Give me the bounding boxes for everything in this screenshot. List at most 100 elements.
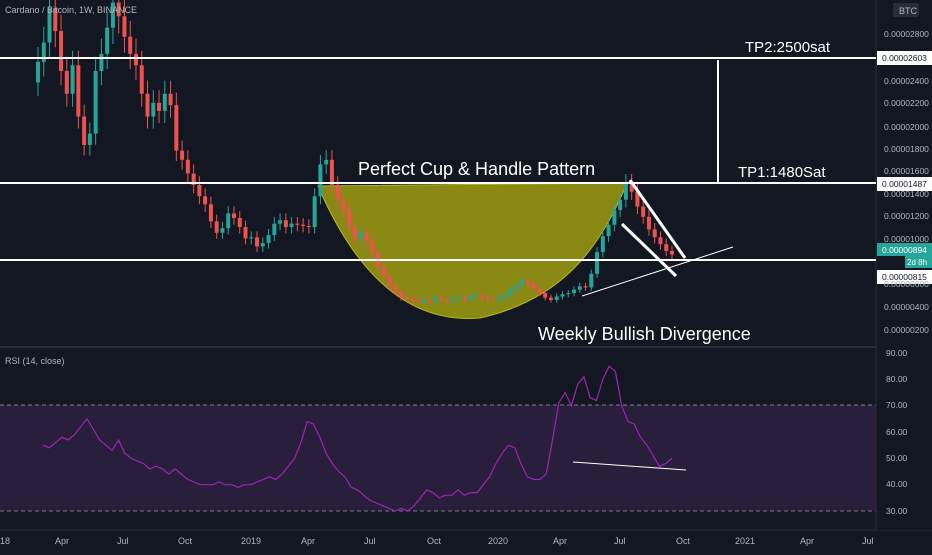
candle-body[interactable]: [520, 280, 525, 286]
candle-body[interactable]: [289, 223, 294, 228]
candle-body[interactable]: [64, 70, 69, 94]
candle-body[interactable]: [341, 199, 346, 210]
candle-body[interactable]: [525, 280, 530, 285]
candle-body[interactable]: [404, 297, 409, 299]
candle-body[interactable]: [76, 65, 81, 117]
candle-body[interactable]: [641, 206, 646, 217]
candle-body[interactable]: [151, 102, 156, 117]
candle-body[interactable]: [93, 70, 98, 134]
candle-body[interactable]: [427, 299, 432, 302]
candle-body[interactable]: [318, 164, 323, 197]
candle-body[interactable]: [589, 273, 594, 288]
candle-body[interactable]: [583, 286, 588, 288]
candle-body[interactable]: [439, 297, 444, 300]
candle-body[interactable]: [99, 53, 104, 71]
candle-body[interactable]: [231, 213, 236, 218]
candle-body[interactable]: [416, 301, 421, 303]
candle-body[interactable]: [174, 105, 179, 151]
candle-body[interactable]: [278, 220, 283, 224]
candle-body[interactable]: [116, 2, 121, 17]
candle-body[interactable]: [370, 240, 375, 254]
candle-body[interactable]: [70, 65, 75, 94]
candle-body[interactable]: [53, 8, 58, 32]
candle-body[interactable]: [41, 42, 46, 62]
candle-body[interactable]: [658, 237, 663, 245]
rsi-divergence-line[interactable]: [572, 461, 687, 471]
candle-body[interactable]: [410, 298, 415, 302]
candle-body[interactable]: [635, 191, 640, 207]
candle-body[interactable]: [243, 227, 248, 239]
candle-body[interactable]: [462, 297, 467, 300]
candle-body[interactable]: [353, 225, 357, 239]
candle-body[interactable]: [157, 102, 162, 111]
candle-body[interactable]: [226, 213, 231, 229]
handle-channel-upper[interactable]: [628, 179, 687, 259]
candle-body[interactable]: [577, 286, 582, 290]
candle-body[interactable]: [133, 53, 138, 66]
candle-body[interactable]: [110, 2, 115, 28]
candle-body[interactable]: [180, 150, 185, 160]
candle-body[interactable]: [266, 235, 271, 243]
candle-body[interactable]: [514, 285, 519, 290]
candle-body[interactable]: [249, 237, 254, 239]
candle-body[interactable]: [554, 296, 559, 300]
candle-body[interactable]: [670, 250, 674, 255]
candle-body[interactable]: [255, 237, 260, 247]
candle-body[interactable]: [364, 232, 369, 241]
candle-body[interactable]: [237, 217, 242, 228]
candle-body[interactable]: [122, 16, 127, 37]
candle-body[interactable]: [272, 223, 277, 236]
candle-body[interactable]: [162, 93, 167, 111]
candle-body[interactable]: [445, 299, 450, 302]
candle-body[interactable]: [82, 116, 87, 146]
candle-body[interactable]: [508, 289, 513, 296]
candle-body[interactable]: [197, 184, 202, 197]
candle-body[interactable]: [433, 297, 438, 302]
candle-body[interactable]: [387, 276, 392, 287]
candle-body[interactable]: [618, 199, 623, 210]
candle-body[interactable]: [629, 182, 634, 192]
candle-body[interactable]: [347, 209, 352, 226]
candle-body[interactable]: [612, 209, 617, 225]
candle-body[interactable]: [301, 224, 306, 226]
candle-body[interactable]: [168, 93, 173, 106]
candle-body[interactable]: [295, 223, 300, 225]
candle-body[interactable]: [128, 36, 133, 54]
candle-body[interactable]: [450, 298, 455, 302]
candle-body[interactable]: [145, 93, 150, 117]
candle-body[interactable]: [335, 184, 340, 200]
candle-body[interactable]: [306, 225, 311, 228]
rsi-line[interactable]: [42, 365, 673, 512]
candle-body[interactable]: [652, 229, 657, 238]
candle-body[interactable]: [214, 221, 219, 233]
candle-body[interactable]: [566, 293, 571, 295]
candle-body[interactable]: [399, 291, 404, 298]
current-price-badge[interactable]: [877, 243, 932, 256]
candle-body[interactable]: [312, 196, 317, 228]
candle-body[interactable]: [468, 296, 473, 300]
candle-body[interactable]: [324, 159, 329, 165]
candle-body[interactable]: [381, 266, 386, 277]
candle-body[interactable]: [36, 61, 40, 83]
candle-body[interactable]: [393, 286, 398, 292]
candle-body[interactable]: [572, 289, 577, 294]
price-divergence-line[interactable]: [581, 246, 734, 297]
candle-body[interactable]: [543, 293, 548, 298]
candle-body[interactable]: [87, 133, 92, 146]
time-axis[interactable]: 18 Apr Jul Oct 2019 Apr Jul Oct 2020 Apr…: [0, 536, 874, 546]
candle-body[interactable]: [595, 252, 600, 274]
candle-body[interactable]: [479, 295, 484, 298]
candle-body[interactable]: [358, 232, 363, 239]
candle-body[interactable]: [185, 159, 190, 174]
candle-body[interactable]: [606, 224, 611, 237]
candle-body[interactable]: [220, 228, 225, 233]
candle-body[interactable]: [422, 299, 427, 303]
candle-body[interactable]: [474, 295, 479, 297]
candle-body[interactable]: [329, 159, 334, 185]
candle-body[interactable]: [283, 220, 288, 228]
candle-body[interactable]: [485, 297, 490, 299]
price-axis[interactable]: BTC 0.00002800 0.00002603 0.00002400 0.0…: [877, 0, 932, 530]
candle-body[interactable]: [531, 284, 536, 289]
candle-body[interactable]: [623, 182, 628, 200]
